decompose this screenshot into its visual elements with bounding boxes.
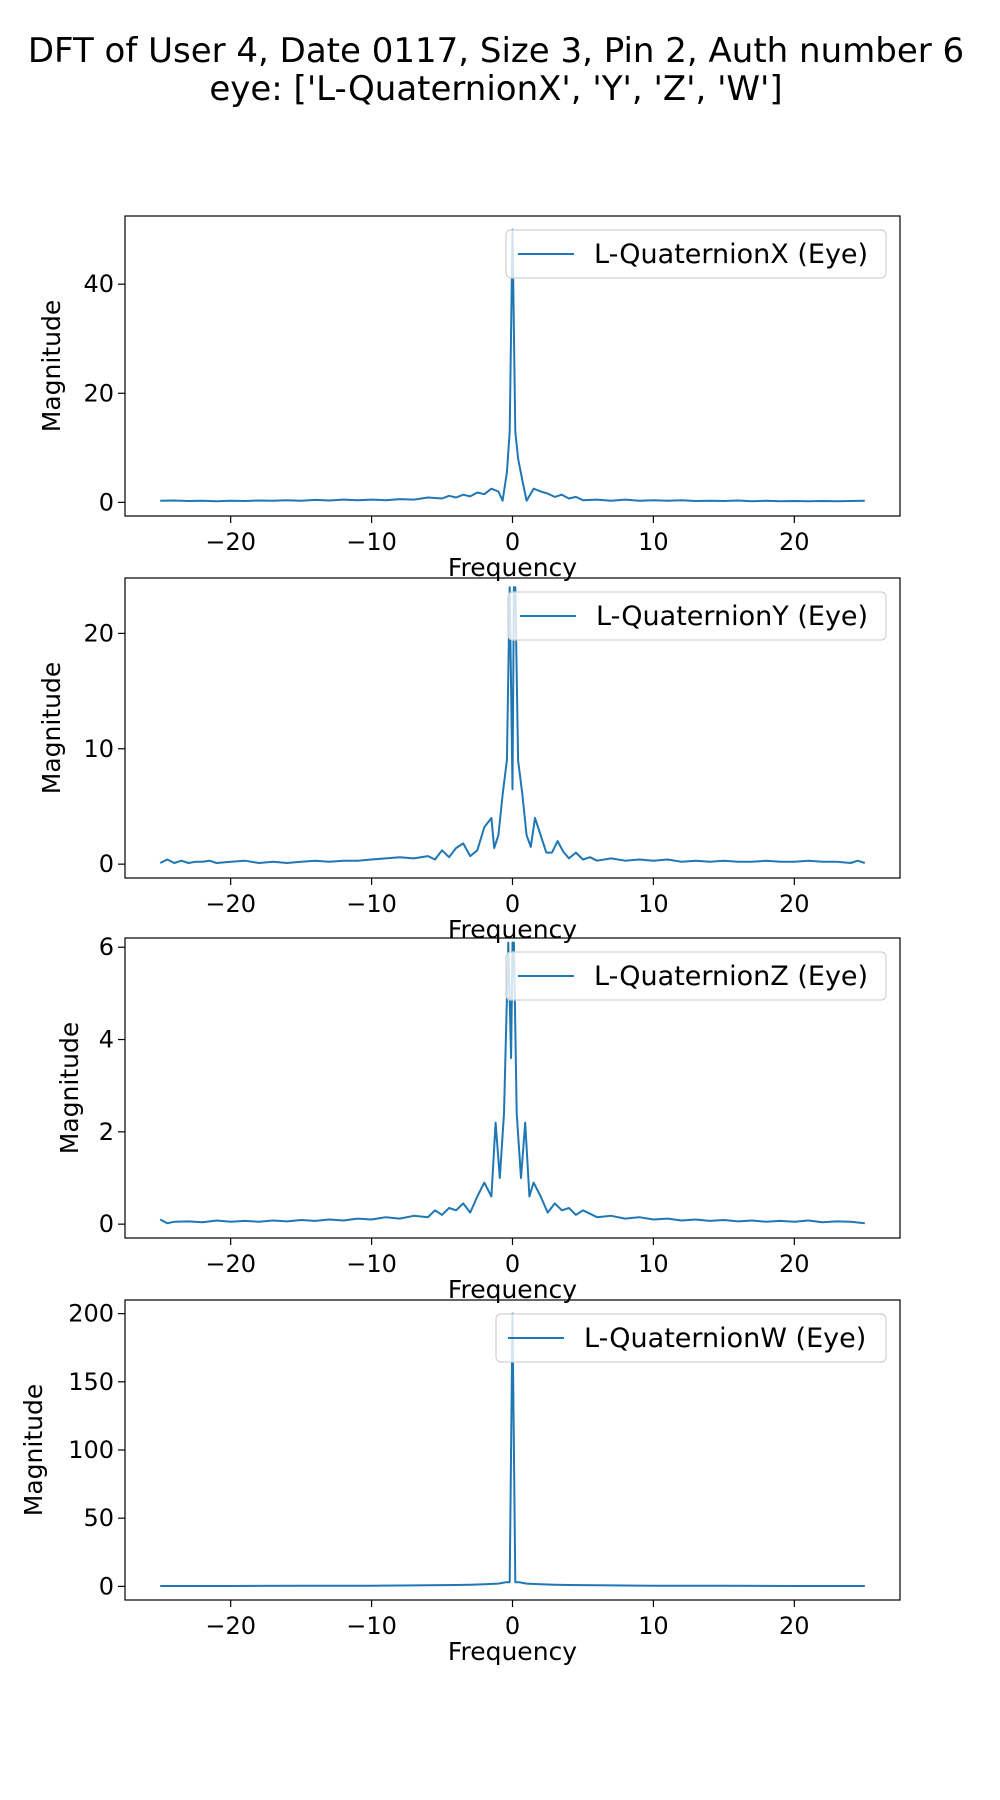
x-tick-label: 10 [638, 890, 669, 918]
figure-title-line-1: DFT of User 4, Date 0117, Size 3, Pin 2,… [28, 31, 964, 71]
y-tick-label: 0 [99, 1210, 114, 1238]
subplot-2: −20 −10 0 10 20 0 10 20 Frequency Magnitude L-Quat… [37, 577, 901, 944]
y-tick-label: 150 [68, 1368, 114, 1396]
x-tick-label: −20 [205, 890, 256, 918]
x-tick-label: −20 [205, 528, 256, 556]
legend-label: L-QuaternionY (Eye) [596, 601, 868, 632]
x-tick-label: 10 [638, 1250, 669, 1278]
y-tick-label: 0 [99, 1572, 114, 1600]
y-tick-label: 20 [83, 379, 114, 407]
y-tick-label: 2 [99, 1118, 114, 1146]
series-line-2-1 [159, 586, 866, 864]
x-tick-label: 0 [505, 528, 520, 556]
legend-label: L-QuaternionW (Eye) [584, 1323, 866, 1354]
y-tick-label: 100 [68, 1436, 114, 1464]
y-tick-label: 40 [83, 270, 114, 298]
legend-label: L-QuaternionX (Eye) [594, 239, 868, 270]
x-tick-label: −20 [205, 1612, 256, 1640]
subplot-4: −20 −10 0 10 20050100150200FrequencyMagnitud… [19, 1299, 901, 1666]
x-tick-label: 20 [779, 1612, 810, 1640]
y-axis-label: Magnitude [55, 1022, 84, 1154]
y-axis-label: Magnitude [19, 1384, 48, 1516]
y-tick-label: 10 [83, 735, 114, 763]
y-tick-label: 200 [68, 1300, 114, 1328]
x-axis-label: Frequency [448, 1637, 577, 1666]
x-tick-label: −10 [346, 890, 397, 918]
legend-box [495, 1313, 887, 1363]
x-tick-label: −20 [205, 1250, 256, 1278]
x-tick-label: 0 [505, 1250, 520, 1278]
x-tick-label: −10 [346, 1250, 397, 1278]
x-tick-label: 20 [779, 528, 810, 556]
x-tick-label: 0 [505, 1612, 520, 1640]
subplots-group: −20 −10 0 10 2002040FrequencyMagnitudeL-Quat… [19, 215, 901, 1666]
y-tick-label: 4 [99, 1026, 114, 1054]
x-tick-label: −10 [346, 1612, 397, 1640]
y-tick-label: 0 [99, 488, 114, 516]
legend-label: L-QuaternionZ (Eye) [594, 961, 868, 992]
figure-title-line-2: eye: ['L-QuaternionX', 'Y', 'Z', 'W'] [209, 69, 782, 109]
y-axis-label: Magnitude [37, 662, 66, 794]
x-tick-label: 20 [779, 890, 810, 918]
series-line-3-1 [159, 941, 865, 1225]
x-axis-label: Frequency [448, 553, 577, 582]
legend-box [505, 229, 887, 279]
subplot-1: −20 −10 0 10 20 0 20 40 Frequency Magnitude L-Quat… [37, 215, 901, 582]
y-tick-label: 6 [99, 933, 114, 961]
y-tick-label: 50 [83, 1504, 114, 1532]
legend-box [507, 591, 887, 641]
y-tick-label: 20 [83, 619, 114, 647]
x-tick-label: 10 [638, 1612, 669, 1640]
x-tick-label: −10 [346, 528, 397, 556]
y-tick-label: 0 [99, 850, 114, 878]
x-tick-label: 20 [779, 1250, 810, 1278]
x-tick-label: 0 [505, 890, 520, 918]
y-axis-label: Magnitude [37, 300, 66, 432]
x-axis-label: Frequency [448, 1275, 577, 1304]
legend-box [505, 951, 887, 1001]
subplot-3: −20 −10 0 10 20 0 2 4 6 Frequency Magnitude L-Quate… [55, 933, 901, 1304]
x-tick-label: 10 [638, 528, 669, 556]
x-axis-label: Frequency [448, 915, 577, 944]
